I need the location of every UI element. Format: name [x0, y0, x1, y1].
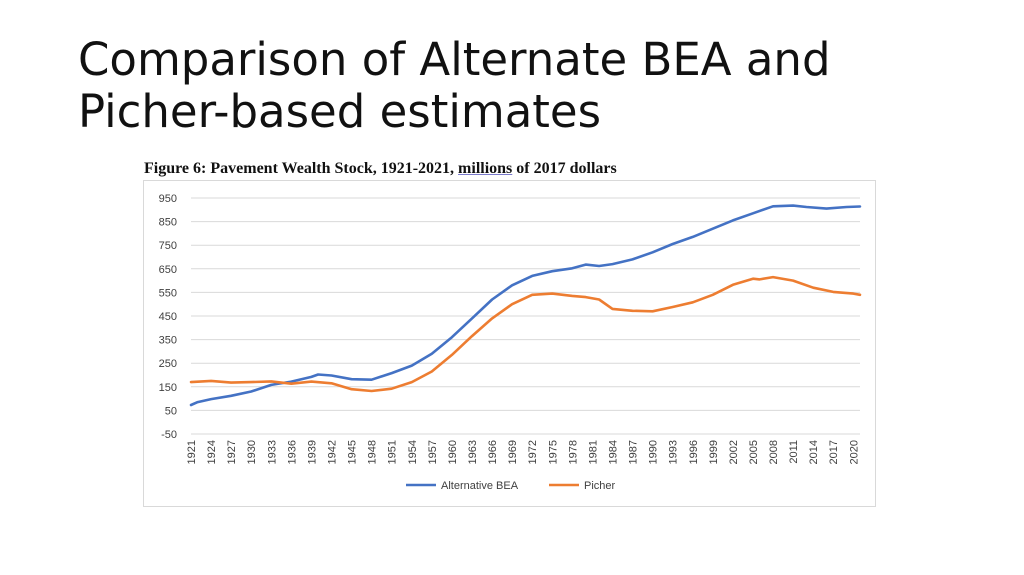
x-tick-label: 2014: [808, 440, 820, 464]
x-tick-label: 1993: [668, 440, 680, 464]
y-tick-label: 350: [159, 335, 177, 347]
caption-underlined-word: millions: [458, 160, 513, 177]
x-tick-label: 1954: [407, 440, 419, 464]
x-tick-label: 1966: [487, 440, 499, 464]
x-tick-label: 1957: [427, 440, 439, 464]
x-tick-label: 1969: [507, 440, 519, 464]
x-tick-label: 1936: [286, 440, 298, 464]
x-tick-label: 1999: [708, 440, 720, 464]
x-tick-label: 1960: [447, 440, 459, 464]
y-tick-label: 750: [159, 240, 177, 252]
x-tick-label: 1927: [226, 440, 238, 464]
x-tick-label: 2017: [828, 440, 840, 464]
y-tick-label: 50: [165, 405, 177, 417]
legend-label: Alternative BEA: [441, 480, 519, 492]
x-tick-label: 2020: [848, 440, 860, 464]
x-tick-label: 1942: [326, 440, 338, 464]
y-tick-label: 650: [159, 264, 177, 276]
slide-title-line-1: Comparison of Alternate BEA and: [78, 33, 831, 86]
y-tick-label: 550: [159, 287, 177, 299]
x-tick-label: 2005: [748, 440, 760, 464]
series-line-alternative-bea: [189, 204, 862, 407]
x-tick-label: 2008: [768, 440, 780, 464]
x-tick-label: 1930: [246, 440, 258, 464]
figure-caption: Figure 6: Pavement Wealth Stock, 1921-20…: [144, 160, 617, 178]
x-tick-label: 1939: [306, 440, 318, 464]
x-tick-label: 2002: [728, 440, 740, 464]
caption-suffix: of 2017 dollars: [512, 160, 617, 177]
x-tick-label: 1990: [648, 440, 660, 464]
series-line-picher: [189, 275, 862, 393]
y-tick-label: -50: [161, 429, 177, 441]
x-tick-label: 1948: [367, 440, 379, 464]
y-tick-label: 150: [159, 382, 177, 394]
x-tick-label: 1981: [587, 440, 599, 464]
y-tick-label: 950: [159, 193, 177, 205]
x-tick-label: 1921: [186, 440, 198, 464]
x-tick-label: 1963: [467, 440, 479, 464]
line-chart: 950 850 750 650 550 450 350 250 150 50 -50 1921 1924…: [159, 193, 862, 492]
x-tick-label: 1924: [206, 440, 218, 464]
y-tick-label: 250: [159, 358, 177, 370]
x-tick-label: 1951: [387, 440, 399, 464]
slide-title-line-2: Picher-based estimates: [78, 85, 602, 138]
x-tick-label: 2011: [788, 440, 800, 464]
slide-title: Comparison of Alternate BEA and Picher-b…: [78, 34, 978, 138]
chart-frame: 950 850 750 650 550 450 350 250 150 50 -50 1921 1924…: [143, 180, 876, 507]
x-tick-label: 1933: [266, 440, 278, 464]
x-tick-label: 1978: [567, 440, 579, 464]
x-tick-label: 1972: [527, 440, 539, 464]
x-tick-label: 1996: [688, 440, 700, 464]
y-tick-label: 850: [159, 217, 177, 229]
x-tick-label: 1984: [607, 440, 619, 464]
x-tick-label: 1987: [628, 440, 640, 464]
x-tick-label: 1975: [547, 440, 559, 464]
x-tick-label: 1945: [347, 440, 359, 464]
caption-prefix: Figure 6: Pavement Wealth Stock, 1921-20…: [144, 160, 459, 177]
y-tick-label: 450: [159, 311, 177, 323]
legend-label: Picher: [584, 480, 616, 492]
